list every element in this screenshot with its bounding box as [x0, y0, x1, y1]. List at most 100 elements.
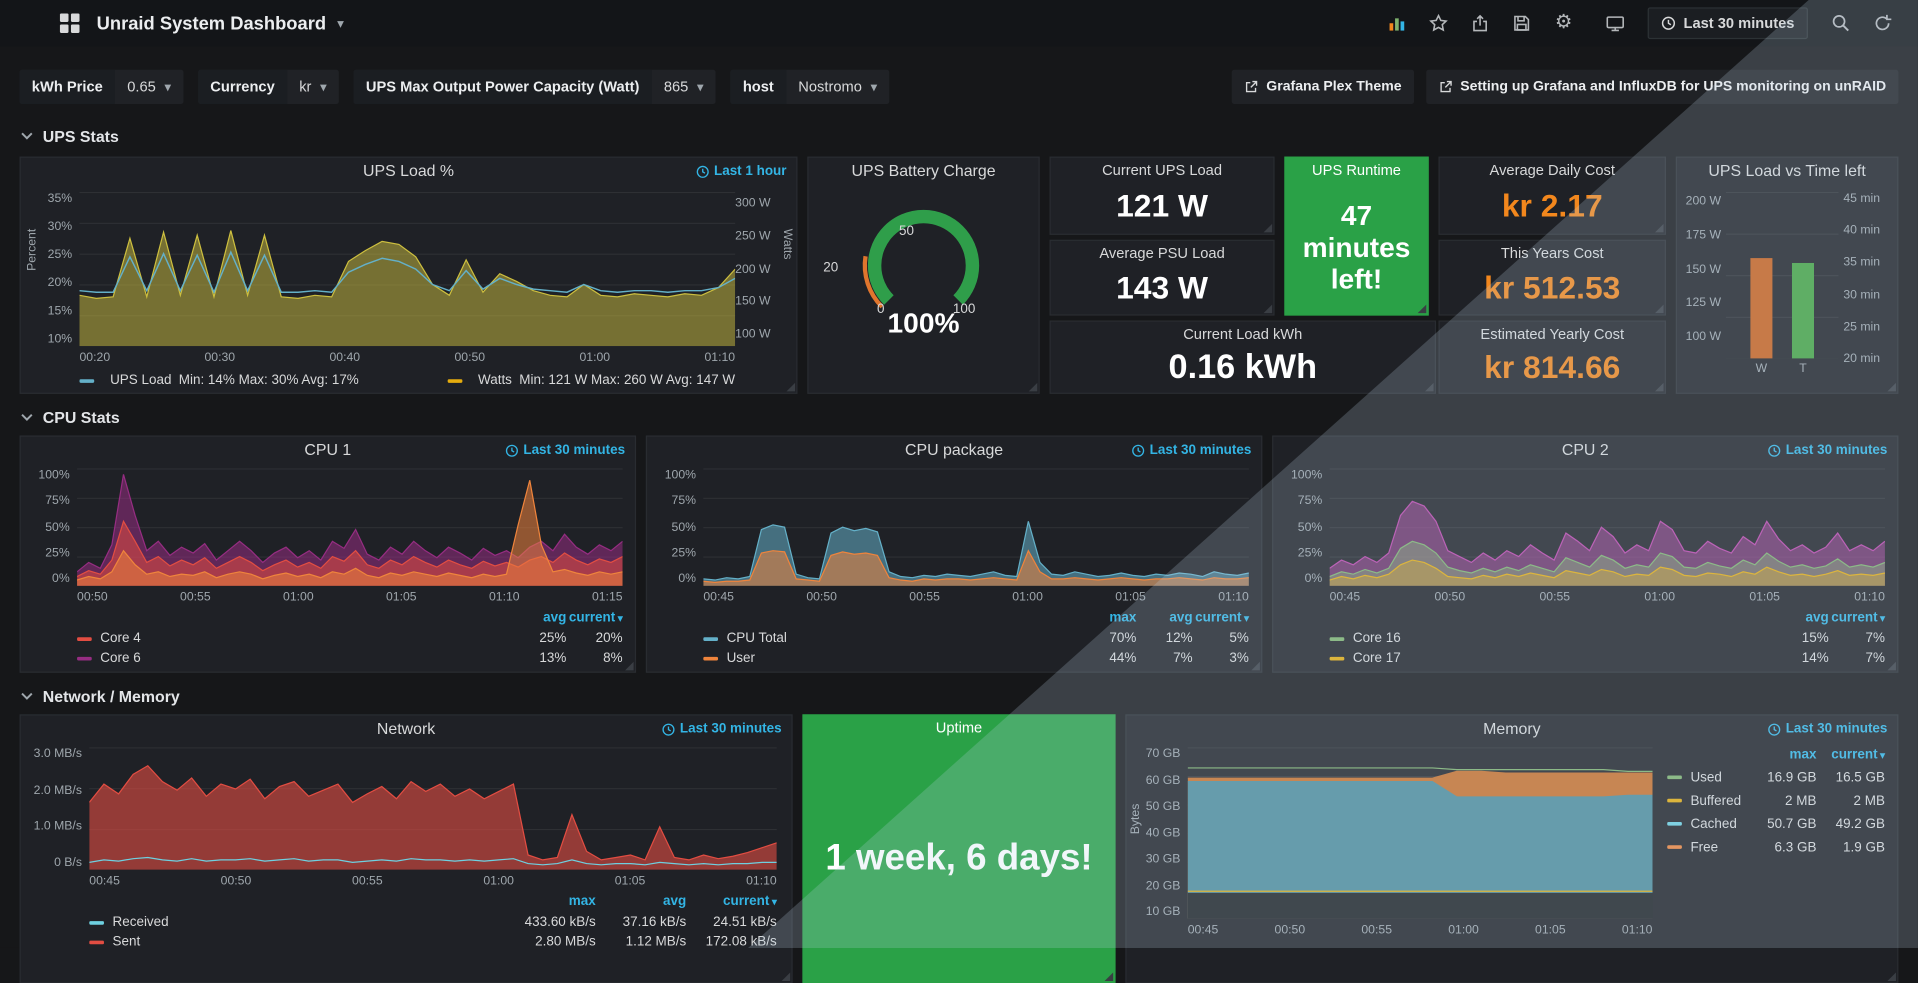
memory-chart[interactable]: [1187, 747, 1653, 919]
panel-title[interactable]: Network: [376, 719, 436, 738]
tick-label: 00:50: [454, 351, 486, 365]
panel-title[interactable]: CPU package: [905, 440, 1004, 459]
ups-load-chart[interactable]: [79, 192, 736, 347]
refresh-button[interactable]: [1867, 9, 1899, 38]
panel-time-override[interactable]: Last 30 minutes: [1767, 722, 1887, 736]
tick-label: 20 GB: [1145, 878, 1181, 893]
series-swatch: [1329, 636, 1345, 641]
cpu-package-chart[interactable]: [703, 468, 1249, 586]
analytics-button[interactable]: [1381, 9, 1413, 38]
series-name[interactable]: Cached: [1690, 816, 1737, 832]
panel-title[interactable]: This Years Cost: [1500, 244, 1604, 262]
tick-label: 00:40: [329, 351, 361, 365]
series-name[interactable]: UPS Load: [110, 373, 172, 388]
tick-label: 00:55: [1539, 590, 1571, 605]
panel-title[interactable]: UPS Battery Charge: [851, 161, 996, 180]
tick-label: 01:00: [579, 351, 611, 365]
series-name[interactable]: User: [726, 650, 756, 666]
gauge-tick: 100: [952, 302, 976, 317]
link-grafana-plex-theme[interactable]: Grafana Plex Theme: [1232, 69, 1414, 104]
panel-ups-load: UPS Load % Last 1 hour Percent 35% 30% 25%…: [19, 156, 798, 394]
panel-title[interactable]: Memory: [1483, 719, 1541, 738]
save-button[interactable]: [1506, 9, 1538, 38]
legend-item: Watts Min: 121 W Max: 260 W Avg: 147 W: [447, 373, 735, 388]
series-swatch: [77, 656, 92, 660]
bar-chart[interactable]: [1726, 192, 1839, 359]
tick-label: 0%: [1304, 572, 1323, 586]
tick-label: 100%: [38, 468, 70, 482]
panel-time-override[interactable]: Last 30 minutes: [1767, 443, 1887, 457]
legend-value: 50.7 GB: [1767, 816, 1817, 832]
tick-label: 01:10: [1621, 923, 1653, 937]
star-button[interactable]: [1423, 9, 1455, 38]
legend-row: Core 17 14% 7%: [1329, 648, 1885, 668]
tick-label: 01:05: [1115, 590, 1146, 605]
legend-headers: avg current: [77, 610, 623, 628]
panel-title[interactable]: Average Daily Cost: [1489, 161, 1615, 179]
panel-title[interactable]: Current UPS Load: [1102, 161, 1223, 179]
panel-title[interactable]: CPU 2: [1561, 440, 1609, 459]
panel-time-override[interactable]: Last 1 hour: [696, 164, 787, 179]
series-name[interactable]: Buffered: [1690, 793, 1742, 808]
series-name[interactable]: Core 6: [100, 650, 141, 666]
series-name[interactable]: Watts: [478, 373, 512, 388]
dashboard-title[interactable]: Unraid System Dashboard: [96, 12, 327, 34]
tick-label: 50 GB: [1145, 799, 1181, 814]
settings-button[interactable]: ⚙: [1548, 9, 1580, 38]
apps-grid-icon[interactable]: [54, 9, 86, 38]
panel-title[interactable]: UPS Load vs Time left: [1708, 161, 1866, 180]
cycle-view-button[interactable]: [1599, 9, 1631, 38]
series-name[interactable]: Received: [112, 914, 169, 930]
tick-label: max: [568, 894, 596, 909]
section-network-memory[interactable]: Network / Memory: [20, 683, 180, 710]
series-name[interactable]: CPU Total: [726, 631, 787, 646]
panel-time-override[interactable]: Last 30 minutes: [662, 722, 782, 736]
stat-value: kr 2.17: [1501, 186, 1603, 224]
series-name[interactable]: Core 4: [100, 631, 141, 646]
tick-label: 75%: [1297, 494, 1323, 508]
legend-item: UPS Load Min: 14% Max: 30% Avg: 17%: [79, 373, 359, 388]
panel-time-override[interactable]: Last 30 minutes: [1131, 443, 1251, 457]
gauge-arc: [862, 209, 980, 309]
panel-estimated-yearly-cost: Estimated Yearly Cost kr 814.66: [1438, 320, 1666, 394]
link-ups-monitoring-guide[interactable]: Setting up Grafana and InfluxDB for UPS …: [1426, 69, 1899, 104]
bar-watts[interactable]: [1750, 258, 1773, 359]
panel-title[interactable]: Current Load kWh: [1183, 325, 1303, 343]
series-swatch: [703, 656, 719, 660]
series-swatch: [447, 378, 463, 383]
tick-label: 01:10: [704, 351, 736, 365]
section-cpu-stats[interactable]: CPU Stats: [20, 404, 120, 431]
variable-value-dropdown[interactable]: kr ▾: [287, 70, 339, 104]
variable-value-dropdown[interactable]: Nostromo ▾: [786, 70, 889, 104]
variable-label: Currency: [198, 69, 287, 104]
panel-time-override[interactable]: Last 30 minutes: [505, 443, 625, 457]
panel-title[interactable]: Estimated Yearly Cost: [1480, 325, 1625, 343]
panel-title[interactable]: UPS Load %: [363, 161, 455, 180]
series-name[interactable]: Core 17: [1352, 650, 1401, 666]
cpu2-chart[interactable]: [1329, 468, 1885, 586]
cpu1-chart[interactable]: [77, 468, 623, 586]
panel-title[interactable]: UPS Runtime: [1312, 161, 1401, 179]
series-name[interactable]: Free: [1690, 839, 1719, 855]
time-range-picker[interactable]: Last 30 minutes: [1648, 7, 1808, 40]
variable-value-dropdown[interactable]: 865 ▾: [652, 70, 716, 104]
network-chart[interactable]: [89, 747, 777, 870]
zoom-out-button[interactable]: [1825, 9, 1857, 38]
series-name[interactable]: Sent: [112, 934, 141, 950]
plot-area: [89, 747, 777, 870]
share-button[interactable]: [1465, 9, 1497, 38]
panel-title[interactable]: CPU 1: [304, 440, 352, 459]
section-ups-stats[interactable]: UPS Stats: [20, 122, 119, 149]
title-caret-icon: ▾: [337, 16, 344, 32]
bar-time-left[interactable]: [1791, 263, 1815, 359]
panel-title[interactable]: Average PSU Load: [1099, 244, 1225, 262]
series-name[interactable]: Used: [1690, 770, 1722, 785]
tick-label: 100%: [664, 468, 697, 482]
tick-label: 25%: [45, 546, 70, 560]
chevron-down-icon: [21, 413, 33, 421]
series-name[interactable]: Core 16: [1352, 631, 1401, 646]
plot-area: [77, 468, 623, 586]
variable-value-dropdown[interactable]: 0.65 ▾: [115, 70, 183, 104]
panel-title[interactable]: Uptime: [935, 719, 983, 737]
legend-value: 16.9 GB: [1767, 770, 1817, 785]
